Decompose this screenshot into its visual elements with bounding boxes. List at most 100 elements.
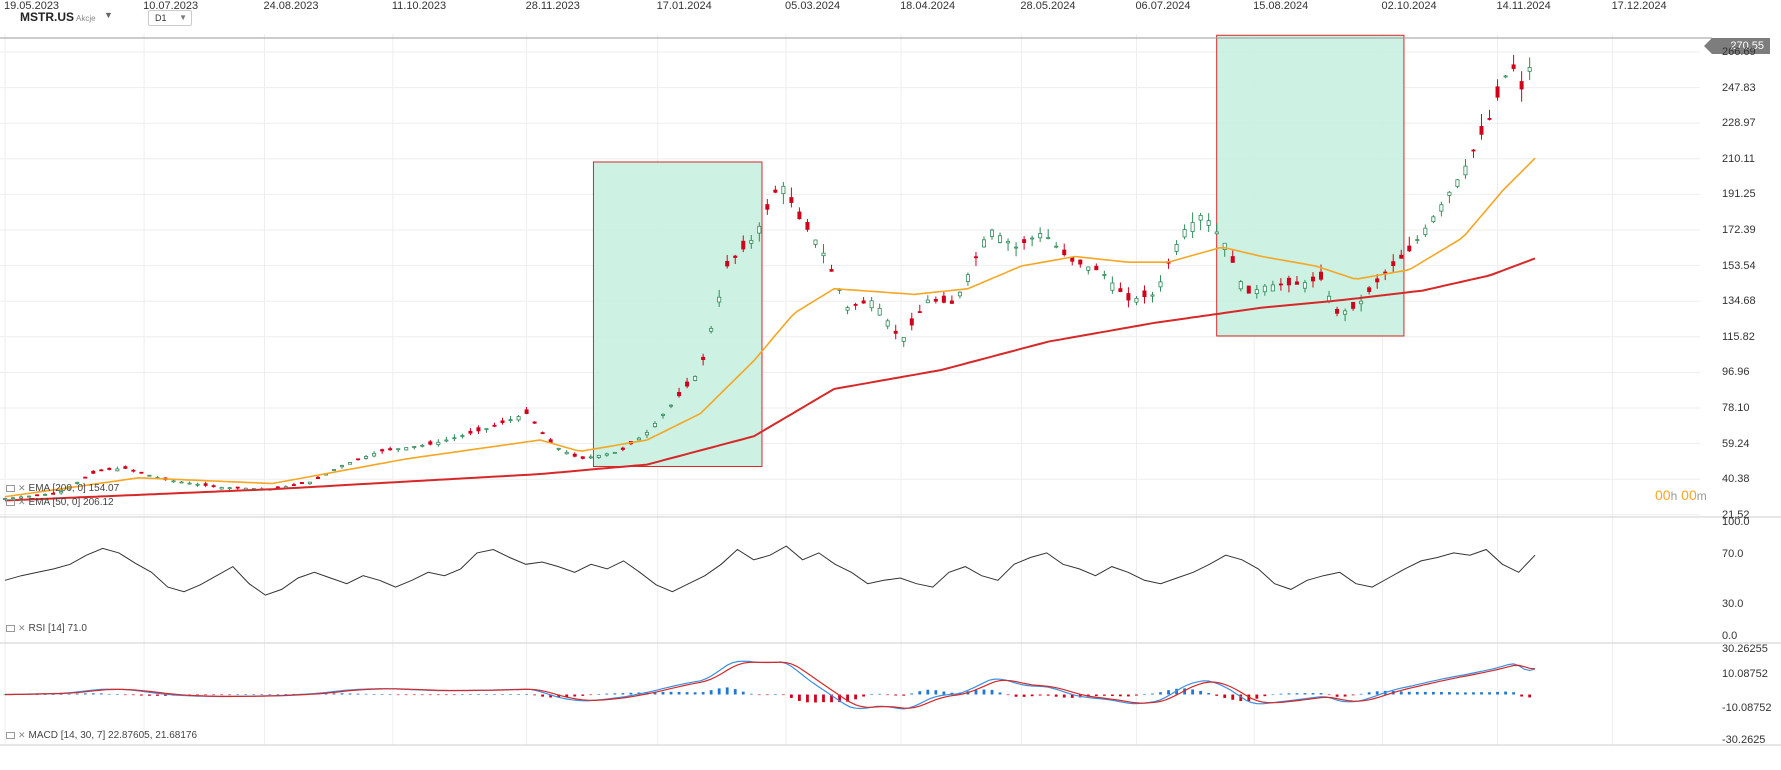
macd-histogram-bar bbox=[51, 694, 55, 695]
candle-body bbox=[596, 454, 601, 458]
macd-histogram-bar bbox=[244, 694, 248, 695]
legend-macd[interactable]: ✕ MACD [14, 30, 7] 22.87605, 21.68176 bbox=[6, 730, 197, 741]
candle-body bbox=[299, 482, 304, 485]
macd-histogram-bar bbox=[589, 694, 593, 696]
macd-histogram-bar bbox=[131, 694, 135, 696]
macd-histogram-bar bbox=[1295, 693, 1299, 695]
legend-macd-label: MACD [14, 30, 7] 22.87605, 21.68176 bbox=[28, 730, 197, 741]
macd-histogram-bar bbox=[43, 694, 47, 695]
macd-histogram-bar bbox=[1119, 694, 1122, 697]
close-icon[interactable]: ✕ bbox=[18, 623, 26, 633]
macd-histogram-bar bbox=[1287, 693, 1291, 695]
macd-histogram-bar bbox=[460, 694, 464, 696]
legend-ema50[interactable]: ✕ EMA [50, 0] 206.12 bbox=[6, 497, 114, 508]
legend-ema200[interactable]: ✕ EMA [200, 0] 154.07 bbox=[6, 483, 119, 494]
candle-body bbox=[1126, 293, 1131, 301]
close-icon[interactable]: ✕ bbox=[18, 497, 26, 507]
macd-histogram-bar bbox=[204, 694, 208, 696]
candle-body bbox=[315, 476, 320, 479]
settings-icon[interactable] bbox=[6, 624, 15, 632]
y-tick-label: 96.96 bbox=[1722, 366, 1750, 379]
candle-body bbox=[1182, 229, 1187, 238]
macd-histogram-bar bbox=[1271, 694, 1275, 696]
candle-body bbox=[1118, 288, 1123, 292]
candle-countdown-timer: 00h 00m bbox=[1655, 487, 1707, 503]
macd-histogram-bar bbox=[677, 691, 681, 695]
candle-body bbox=[348, 462, 353, 465]
candle-body bbox=[1431, 216, 1436, 223]
close-icon[interactable]: ✕ bbox=[18, 483, 26, 493]
timeframe-select[interactable]: D1 ▼ bbox=[148, 10, 192, 26]
candle-body bbox=[1511, 64, 1516, 69]
candle-body bbox=[476, 427, 481, 432]
candle-body bbox=[1375, 278, 1380, 283]
candle-body bbox=[805, 221, 810, 230]
symbol-name[interactable]: MSTR.US bbox=[20, 10, 74, 24]
macd-histogram-bar bbox=[1038, 694, 1042, 696]
candle-body bbox=[1463, 165, 1468, 176]
candle-body bbox=[1142, 290, 1147, 298]
macd-histogram-bar bbox=[517, 694, 520, 695]
macd-histogram-bar bbox=[717, 688, 721, 695]
macd-histogram-bar bbox=[830, 694, 833, 703]
candle-body bbox=[1335, 308, 1340, 314]
y-tick-label: 210.11 bbox=[1722, 152, 1755, 165]
x-tick-label: 05.03.2024 bbox=[785, 0, 841, 12]
macd-histogram-bar bbox=[91, 693, 95, 695]
candle-body bbox=[1238, 281, 1243, 290]
macd-histogram-bar bbox=[493, 694, 496, 695]
macd-histogram-bar bbox=[621, 693, 625, 695]
candle-body bbox=[147, 474, 152, 477]
candle-body bbox=[1423, 227, 1428, 235]
macd-histogram-bar bbox=[1528, 694, 1532, 698]
legend-rsi[interactable]: ✕ RSI [14] 71.0 bbox=[6, 623, 87, 634]
candle-body bbox=[203, 483, 208, 486]
candle-body bbox=[59, 491, 64, 494]
macd-histogram-bar bbox=[1263, 694, 1267, 697]
macd-histogram-bar bbox=[1151, 693, 1154, 695]
macd-histogram-bar bbox=[1431, 691, 1435, 695]
timeframe-label: D1 bbox=[155, 13, 167, 23]
macd-histogram-bar bbox=[581, 694, 585, 696]
candle-body bbox=[1407, 245, 1412, 252]
y-tick-label: 228.97 bbox=[1722, 117, 1756, 130]
rsi-tick-label: 100.0 bbox=[1722, 516, 1750, 528]
candle-body bbox=[1487, 118, 1492, 120]
settings-icon[interactable] bbox=[6, 498, 15, 506]
candle-body bbox=[636, 437, 641, 441]
macd-histogram-bar bbox=[1110, 694, 1114, 697]
candle-body bbox=[1270, 284, 1275, 292]
candle-body bbox=[789, 197, 794, 203]
candle-body bbox=[845, 307, 850, 311]
settings-icon[interactable] bbox=[6, 484, 15, 492]
macd-histogram-bar bbox=[156, 694, 159, 696]
symbol-dropdown-icon[interactable]: ▼ bbox=[104, 10, 113, 20]
macd-histogram-bar bbox=[757, 694, 761, 696]
macd-histogram-bar bbox=[613, 693, 617, 695]
macd-histogram-bar bbox=[509, 694, 512, 695]
candle-body bbox=[1455, 179, 1460, 187]
macd-line bbox=[5, 660, 1536, 710]
candle-body bbox=[211, 485, 216, 488]
macd-histogram-bar bbox=[525, 694, 528, 695]
macd-histogram-bar bbox=[196, 694, 199, 696]
macd-histogram-bar bbox=[1504, 691, 1507, 695]
macd-histogram-bar bbox=[934, 690, 938, 695]
candle-body bbox=[11, 497, 16, 500]
y-tick-label: 59.24 bbox=[1722, 437, 1750, 450]
close-icon[interactable]: ✕ bbox=[18, 730, 26, 740]
settings-icon[interactable] bbox=[6, 731, 15, 739]
macd-histogram-bar bbox=[693, 692, 697, 695]
macd-histogram-bar bbox=[1223, 694, 1227, 698]
candle-body bbox=[1134, 297, 1139, 303]
macd-histogram-bar bbox=[822, 694, 825, 703]
macd-histogram-bar bbox=[380, 694, 384, 695]
candle-body bbox=[1046, 237, 1051, 240]
macd-histogram-bar bbox=[701, 692, 705, 695]
macd-histogram-bar bbox=[749, 693, 753, 695]
macd-histogram-bar bbox=[557, 694, 561, 698]
macd-histogram-bar bbox=[1127, 694, 1130, 697]
candle-body bbox=[741, 240, 746, 250]
macd-histogram-bar bbox=[404, 694, 408, 696]
